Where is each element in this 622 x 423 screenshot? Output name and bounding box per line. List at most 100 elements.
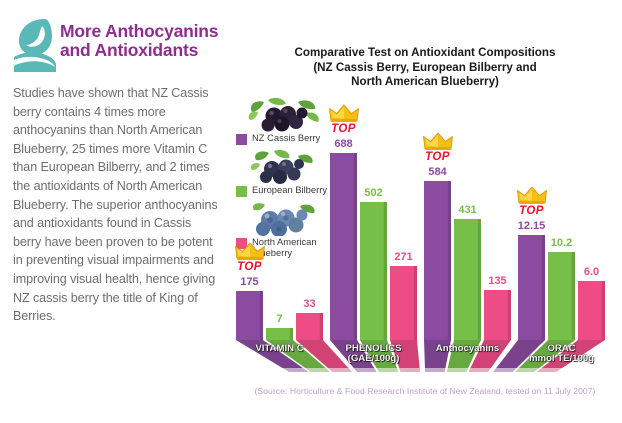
legend-entry: NZ Cassis Berry <box>230 97 350 152</box>
chart-title-line1: Comparative Test on Antioxidant Composit… <box>294 46 556 59</box>
bar-value-label: 175 <box>240 276 259 288</box>
gold-crown-icon <box>234 242 265 260</box>
chart-title: Comparative Test on Antioxidant Composit… <box>238 46 612 90</box>
bar-value-label: 431 <box>458 204 477 216</box>
bar-shadow-edge <box>541 235 545 340</box>
top-badge-label: TOP <box>331 123 356 135</box>
bar-value-label: 135 <box>488 275 507 287</box>
bar-perspective-leg <box>514 340 575 372</box>
bar-1[interactable] <box>360 202 387 340</box>
brand-title-line1: More Anthocyanins <box>60 21 219 41</box>
bar-shadow-edge <box>353 153 357 340</box>
legend-color-swatch <box>236 134 247 145</box>
person-leaf-logo-icon <box>14 19 56 72</box>
bar-perspective-leg <box>493 340 545 372</box>
chart-title-line3: North American Blueberry) <box>351 75 499 88</box>
bar-shadow-edge <box>601 281 605 340</box>
left-text-panel: More Anthocyanins and Antioxidants Studi… <box>0 0 228 423</box>
bar-value-label: 502 <box>364 187 383 199</box>
body-paragraph: Studies have shown that NZ Cassis berry … <box>13 86 218 324</box>
bar-perspective-leg <box>424 340 451 372</box>
bar-shadow-edge <box>319 313 323 340</box>
bar-value-label: 33 <box>303 298 316 310</box>
bar-2[interactable] <box>296 313 323 340</box>
gold-crown-icon <box>516 186 547 204</box>
category-axis-label: ORAC mmol TE/100g <box>529 344 594 364</box>
bar-chart-plot: 175 TOP 7 33 VITAMIN C 688 TOP 502 271 PHENOLICS(… <box>228 104 622 372</box>
chart-panel: Comparative Test on Antioxidant Composit… <box>228 0 622 423</box>
bar-1[interactable] <box>266 328 293 340</box>
bar-1[interactable] <box>454 219 481 340</box>
bar-shadow-edge <box>383 202 387 340</box>
bar-shadow-edge <box>447 181 451 340</box>
bar-2[interactable] <box>390 266 417 340</box>
bilberry-berries-image <box>244 148 322 184</box>
chart-legend: NZ Cassis Berry European Bilberry North … <box>230 97 350 258</box>
top-rank-badge: TOP <box>416 132 460 166</box>
category-label-line1: PHENOLICS <box>345 343 402 354</box>
bar-value-label: 12.15 <box>517 220 546 232</box>
top-rank-badge: TOP <box>510 186 554 220</box>
category-label-line1: ORAC <box>547 343 576 354</box>
bar-0[interactable] <box>424 181 451 340</box>
bar-perspective-leg <box>296 340 353 372</box>
category-axis-label: PHENOLICS (GAE/100g) <box>346 344 402 364</box>
category-axis-label: VITAMIN C <box>255 344 303 354</box>
bar-0[interactable] <box>330 153 357 340</box>
bar-perspective-leg <box>390 340 421 372</box>
bar-0[interactable] <box>236 291 263 340</box>
gold-crown-icon <box>328 104 359 122</box>
top-badge-label: TOP <box>519 205 544 217</box>
bar-perspective-leg <box>330 340 377 372</box>
legend-color-swatch <box>236 186 247 197</box>
blueberry-berries-image <box>244 200 322 237</box>
bar-shadow-edge <box>507 290 511 340</box>
legend-row: NZ Cassis Berry <box>236 132 321 145</box>
bar-perspective-leg <box>360 340 399 372</box>
bar-value-label: 6.0 <box>583 266 600 278</box>
brand-title-line2: and Antioxidants <box>60 40 199 60</box>
legend-entry: North American Blueberry <box>230 203 350 258</box>
bar-perspective-leg <box>536 340 605 372</box>
bar-value-label: 7 <box>276 313 283 325</box>
bar-shadow-edge <box>571 252 575 340</box>
bar-value-label: 688 <box>334 138 353 150</box>
bar-value-label: 271 <box>394 251 413 263</box>
page-title: More Anthocyanins and Antioxidants <box>60 22 230 60</box>
source-note: (Source: Horticulture & Food Research In… <box>254 386 596 396</box>
chart-floor-band <box>228 368 622 372</box>
legend-row: European Bilberry <box>236 184 328 197</box>
bar-1[interactable] <box>548 252 575 340</box>
bar-perspective-leg <box>236 340 309 372</box>
gold-crown-icon <box>422 132 453 150</box>
legend-entry: European Bilberry <box>230 149 350 204</box>
top-badge-label: TOP <box>425 151 450 163</box>
bar-perspective-leg <box>266 340 331 372</box>
category-label-line2: (GAE/100g) <box>347 353 400 364</box>
bar-shadow-edge <box>477 219 481 340</box>
top-rank-badge: TOP <box>228 242 272 276</box>
bar-shadow-edge <box>413 266 417 340</box>
category-label-line1: Anthocyanins <box>435 343 500 354</box>
legend-label: European Bilberry <box>252 184 328 195</box>
bar-perspective-leg <box>446 340 481 372</box>
bar-shadow-edge <box>259 291 263 340</box>
legend-label: NZ Cassis Berry <box>252 132 321 143</box>
top-rank-badge: TOP <box>322 104 366 138</box>
category-label-line2: mmol TE/100g <box>528 353 595 364</box>
bar-value-label: 584 <box>428 166 447 178</box>
legend-color-swatch <box>236 238 247 249</box>
top-badge-label: TOP <box>237 261 262 273</box>
legend-row: North American Blueberry <box>236 236 334 258</box>
brand-header: More Anthocyanins and Antioxidants <box>12 16 222 76</box>
chart-title-line2: (NZ Cassis Berry, European Bilberry and <box>313 60 537 74</box>
legend-label: North American Blueberry <box>252 236 317 258</box>
bar-2[interactable] <box>484 290 511 340</box>
bar-value-label: 10.2 <box>550 237 573 249</box>
bar-0[interactable] <box>518 235 545 340</box>
bar-2[interactable] <box>578 281 605 340</box>
bar-chart-svg <box>228 153 622 372</box>
category-axis-label: Anthocyanins <box>436 344 499 354</box>
blackcurrant-berries-image <box>244 96 322 132</box>
